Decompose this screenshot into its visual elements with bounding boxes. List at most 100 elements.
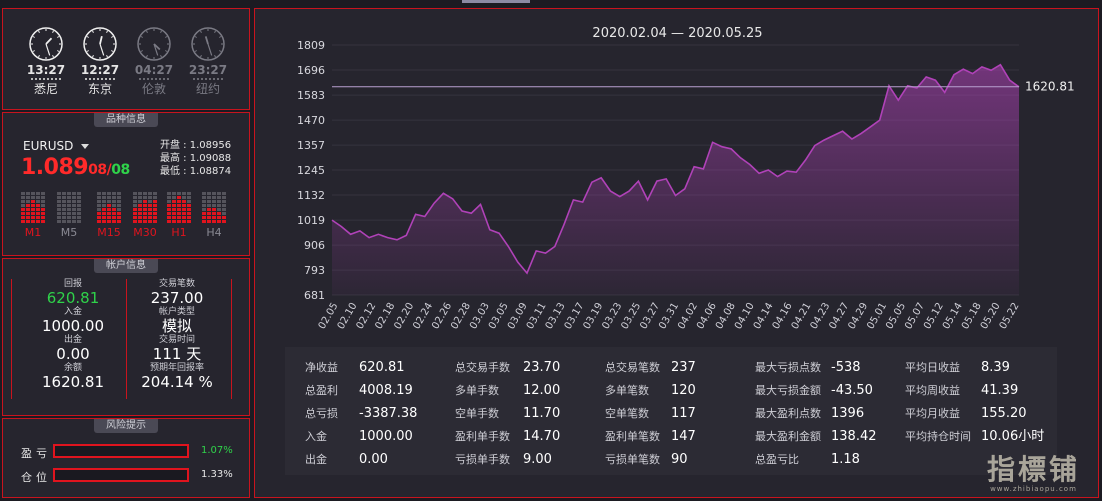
divider (126, 279, 127, 399)
equity-line (331, 63, 1020, 275)
equity-area (332, 64, 1019, 295)
timeframe-label: H1 (171, 226, 187, 239)
watermark-url: www.zhibiaopu.com (990, 485, 1077, 493)
stat-label: 出金 (305, 453, 327, 466)
stat-label: 平均周收益 (905, 384, 960, 397)
clock-dots (139, 78, 169, 80)
stat-row: 盈利单手数 14.70 (455, 426, 560, 449)
signal-bars (201, 191, 227, 223)
symbol-selector[interactable]: EURUSD (23, 139, 90, 153)
risk-value: 1.07% (201, 445, 233, 456)
stat-value: 14.70 (523, 429, 561, 444)
account-field-value: 111 天 (152, 345, 202, 363)
equity-chart: 681 793 906 1019 1132 1245 1357 1470 1583 1696 180… (297, 39, 1075, 331)
stat-row: 平均月收益 155.20 (905, 403, 1044, 426)
y-tick-label: 1019 (297, 214, 325, 227)
stat-value: 117 (671, 406, 696, 421)
clock-time: 04:27 (134, 63, 174, 77)
stats-column: 总交易笔数 237 多单笔数 120 空单笔数 117 盈利单笔数 147 亏损单笔数 90 (605, 357, 696, 472)
y-tick-label: 1583 (297, 89, 325, 102)
stat-label: 盈利单手数 (455, 430, 510, 443)
risk-bar (53, 444, 189, 458)
stat-label: 空单笔数 (605, 407, 649, 420)
stat-label: 亏损单手数 (455, 453, 510, 466)
current-value-label: 1620.81 (1025, 80, 1075, 94)
signal-bars (132, 191, 158, 223)
account-field-label: 入金 (63, 307, 82, 317)
watermark-logo: 指標铺 www.zhibiaopu.com (986, 453, 1080, 494)
stat-label: 多单手数 (455, 384, 499, 397)
stat-value: 1000.00 (359, 429, 413, 444)
account-field-label: 回报 (63, 279, 82, 289)
account-field-value: 模拟 (161, 317, 192, 335)
stat-row: 总交易手数 23.70 (455, 357, 560, 380)
account-field-value: 1000.00 (41, 317, 105, 335)
stat-value: 1396 (831, 406, 865, 421)
stat-label: 总亏损 (305, 407, 338, 420)
stat-row: 亏损单手数 9.00 (455, 449, 560, 472)
clock-city: 东京 (87, 82, 112, 96)
divider (11, 279, 12, 399)
stat-label: 盈利单笔数 (605, 430, 660, 443)
stat-value: 120 (671, 383, 696, 398)
stat-label: 总盈利 (305, 384, 338, 397)
y-tick-label: 1696 (297, 64, 325, 77)
high-price: 最高 : 1.09088 (160, 153, 232, 164)
equity-chart-panel: 2020.02.04 — 2020.05.25 681 793 906 1019 113… (254, 8, 1099, 498)
timeframe-h1[interactable]: H1 (166, 191, 192, 239)
account-field-label: 帐户类型 (158, 307, 195, 317)
stat-value: 237 (671, 360, 696, 375)
x-tick-label: 05.22 (998, 301, 1022, 331)
stat-label: 平均月收益 (905, 407, 960, 420)
stat-row: 总亏损 -3387.38 (305, 403, 417, 426)
clock-icon (137, 27, 171, 61)
account-panel-title: 帐户信息 (94, 259, 158, 273)
stat-value: 4008.19 (359, 383, 413, 398)
stat-row: 空单笔数 117 (605, 403, 696, 426)
clock-time: 12:27 (80, 63, 120, 77)
symbol-info-panel: 品种信息 EURUSD 1.08908/08 开盘 : 1.08956 最高 :… (2, 112, 250, 256)
signal-bars (56, 191, 82, 223)
risk-bar (53, 468, 189, 482)
timeframe-label: M15 (97, 226, 121, 239)
chevron-down-icon (81, 144, 90, 149)
price-main: 1.089 (21, 155, 89, 180)
stats-column: 总交易手数 23.70 多单手数 12.00 空单手数 11.70 盈利单手数 14.70 亏损… (455, 357, 560, 472)
stats-table: 净收益 620.81 总盈利 4008.19 总亏损 -3387.38 入金 1000.00 出… (285, 347, 1057, 475)
account-field-value: 204.14 % (141, 373, 213, 391)
stats-column: 平均日收益 8.39 平均周收益 41.39 平均月收益 155.20 平均持仓时间 10.0… (905, 357, 1044, 449)
y-tick-label: 1357 (297, 139, 325, 152)
price-separator: / (106, 162, 112, 178)
timeframe-m1[interactable]: M1 (20, 191, 46, 239)
account-field-label: 交易时间 (158, 335, 195, 345)
stat-row: 总盈亏比 1.18 (755, 449, 877, 472)
chart-title: 2020.02.04 — 2020.05.25 (592, 26, 763, 41)
stat-row: 平均周收益 41.39 (905, 380, 1044, 403)
open-price: 开盘 : 1.08956 (160, 140, 232, 151)
stat-value: 8.39 (981, 360, 1010, 375)
timeframe-label: M1 (24, 226, 42, 239)
account-right-column: 交易笔数 237.00 帐户类型 模拟 交易时间 111 天预期年回报率 204.14 % (121, 279, 233, 391)
clock-3: 23:27 纽约 (182, 27, 234, 96)
stat-row: 最大盈利金额 138.42 (755, 426, 877, 449)
timeframe-m15[interactable]: M15 (96, 191, 122, 239)
clock-time: 23:27 (188, 63, 228, 77)
stat-label: 空单手数 (455, 407, 499, 420)
stat-label: 最大盈利点数 (755, 407, 821, 420)
timeframe-m5[interactable]: M5 (56, 191, 82, 239)
account-info-panel: 帐户信息 回报 620.81 入金 1000.00 出金 0.00 余额 1620.81 交易… (2, 258, 250, 416)
stat-row: 平均持仓时间 10.06小时 (905, 426, 1044, 449)
timeframe-h4[interactable]: H4 (201, 191, 227, 239)
clock-city: 伦敦 (141, 82, 166, 96)
stat-value: -43.50 (831, 383, 873, 398)
clock-time: 13:27 (26, 63, 66, 77)
clock-dots (193, 78, 223, 80)
watermark-text: 指標铺 (986, 453, 1080, 486)
stat-label: 亏损单笔数 (605, 453, 660, 466)
timeframe-m30[interactable]: M30 (132, 191, 158, 239)
clock-icon (191, 27, 225, 61)
stat-value: 90 (671, 452, 688, 467)
stat-label: 最大亏损点数 (755, 361, 821, 374)
stat-value: -538 (831, 360, 861, 375)
risk-label: 仓位 (21, 471, 51, 484)
